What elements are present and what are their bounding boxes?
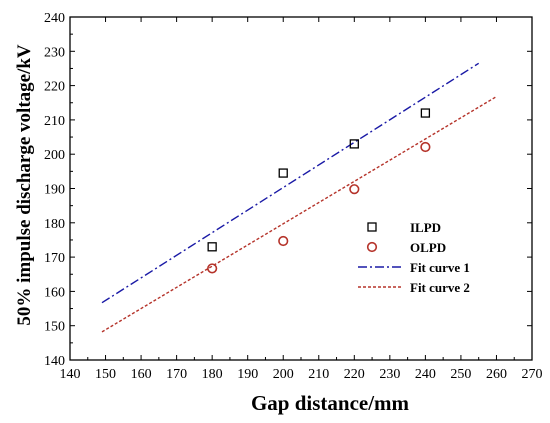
y-tick-label: 210 xyxy=(44,114,65,129)
x-tick-label: 200 xyxy=(273,367,294,382)
x-tick-label: 160 xyxy=(131,367,152,382)
x-axis-label: Gap distance/mm xyxy=(251,391,410,415)
legend-marker-ilpd xyxy=(367,222,377,232)
data-point-olpd xyxy=(207,263,218,274)
x-tick-label: 140 xyxy=(60,367,81,382)
legend-label: Fit curve 2 xyxy=(410,280,470,295)
y-tick-label: 240 xyxy=(44,11,65,26)
legend-label: OLPD xyxy=(410,240,446,255)
y-tick-label: 180 xyxy=(44,217,65,232)
y-tick-label: 160 xyxy=(44,285,65,300)
y-tick-label: 140 xyxy=(44,354,65,369)
data-point-ilpd xyxy=(207,242,217,252)
legend-label: Fit curve 1 xyxy=(410,260,470,275)
legend-marker-olpd xyxy=(366,241,378,253)
x-tick-label: 240 xyxy=(415,367,436,382)
plot-area xyxy=(101,62,497,333)
y-tick-label: 170 xyxy=(44,251,65,266)
data-point-olpd xyxy=(349,184,360,195)
x-tick-label: 260 xyxy=(486,367,507,382)
x-tick-label: 150 xyxy=(95,367,116,382)
fit-line-fit-curve-1 xyxy=(101,62,480,304)
plot-frame xyxy=(69,16,533,361)
data-point-olpd xyxy=(420,141,431,153)
y-tick-label: 200 xyxy=(44,148,65,163)
x-tick-label: 210 xyxy=(308,367,329,382)
x-tick-label: 270 xyxy=(522,367,543,382)
y-tick-label: 220 xyxy=(44,80,65,95)
y-tick-label: 230 xyxy=(44,45,65,60)
x-tick-label: 250 xyxy=(450,367,471,382)
x-tick-label: 190 xyxy=(237,367,258,382)
data-point-ilpd xyxy=(420,108,431,118)
data-point-ilpd xyxy=(278,168,288,178)
y-axis-label: 50% impulse discharge voltage/kV xyxy=(14,44,35,326)
data-point-olpd xyxy=(278,235,289,247)
legend: ILPD OLPD Fit curve 1 Fit curve 2 xyxy=(358,220,470,295)
x-tick-label: 230 xyxy=(379,367,400,382)
axes: 140 150 160 170 180 190 200 210 220 230 240 250 260 2… xyxy=(44,11,543,382)
fit-line-fit-curve-2 xyxy=(101,95,497,333)
x-tick-label: 180 xyxy=(202,367,223,382)
x-tick-label: 170 xyxy=(166,367,187,382)
x-tick-label: 220 xyxy=(344,367,365,382)
legend-label: ILPD xyxy=(410,220,441,235)
y-tick-label: 190 xyxy=(44,183,65,198)
data-point-ilpd xyxy=(349,139,359,149)
y-tick-label: 150 xyxy=(44,320,65,335)
